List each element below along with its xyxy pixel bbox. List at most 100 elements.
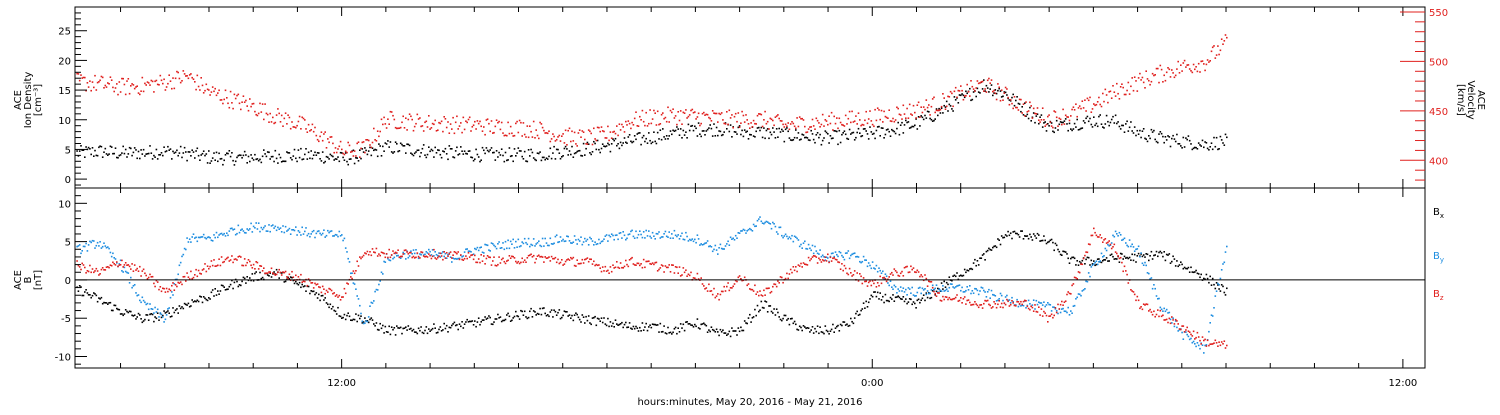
- bx-point: [956, 272, 958, 274]
- bz-point: [768, 287, 770, 289]
- velocity-point: [977, 82, 980, 85]
- velocity-point: [476, 120, 479, 122]
- velocity-point: [727, 123, 729, 126]
- velocity-point: [347, 141, 349, 144]
- velocity-point: [1151, 72, 1154, 75]
- density-point: [169, 148, 172, 150]
- bx-point: [1164, 259, 1167, 262]
- bx-point: [521, 310, 523, 313]
- by-point: [1027, 299, 1030, 302]
- by-point: [714, 244, 717, 247]
- by-point: [763, 222, 765, 225]
- density-point: [559, 157, 562, 160]
- bx-point: [683, 329, 686, 332]
- velocity-point: [896, 106, 898, 109]
- density-point: [839, 141, 842, 144]
- bx-point: [104, 302, 107, 304]
- bz-point: [717, 293, 719, 295]
- density-point: [540, 159, 543, 162]
- by-point: [696, 234, 699, 236]
- density-point: [819, 133, 821, 136]
- bx-point: [878, 298, 880, 300]
- bz-point: [498, 256, 500, 258]
- velocity-point: [934, 111, 936, 114]
- velocity-point: [692, 111, 695, 114]
- density-point: [311, 157, 314, 160]
- bz-point: [1180, 328, 1182, 331]
- velocity-point: [96, 81, 99, 84]
- velocity-point: [502, 132, 504, 134]
- by-point: [341, 234, 343, 236]
- bz-point: [295, 274, 297, 277]
- by-point: [905, 288, 907, 291]
- density-point: [809, 139, 811, 142]
- density-point: [696, 135, 699, 137]
- velocity-point: [1219, 49, 1222, 52]
- density-point: [1154, 138, 1156, 141]
- velocity-point: [792, 122, 795, 125]
- bz-point: [208, 267, 210, 270]
- velocity-point: [691, 108, 694, 111]
- density-point: [805, 136, 807, 139]
- velocity-point: [209, 94, 211, 96]
- density-point: [704, 134, 706, 136]
- density-point: [151, 158, 154, 160]
- bz-point: [229, 259, 232, 261]
- bz-point: [979, 304, 981, 306]
- by-point: [1062, 307, 1064, 310]
- density-point: [697, 122, 700, 124]
- bz-point: [440, 255, 443, 257]
- by-point: [998, 298, 1000, 300]
- density-point: [1203, 146, 1205, 149]
- by-point: [1219, 277, 1222, 280]
- bx-point: [338, 315, 341, 317]
- density-point: [1094, 124, 1096, 127]
- velocity-point: [517, 131, 520, 134]
- velocity-point: [449, 123, 452, 125]
- by-point: [554, 235, 557, 238]
- by-point: [843, 258, 846, 261]
- velocity-point: [302, 117, 305, 120]
- velocity-point: [231, 102, 233, 104]
- by-point: [191, 236, 193, 238]
- velocity-point: [766, 120, 769, 123]
- velocity-point: [653, 109, 655, 112]
- by-point: [830, 252, 833, 255]
- bx-point: [1220, 284, 1223, 286]
- by-point: [257, 222, 260, 224]
- density-point: [658, 138, 660, 140]
- velocity-point: [1058, 117, 1061, 120]
- density-point: [1150, 128, 1153, 131]
- velocity-point: [410, 115, 412, 118]
- density-point: [119, 154, 122, 156]
- by-point: [204, 236, 206, 239]
- bz-point: [1203, 339, 1205, 342]
- bx-point: [218, 293, 220, 295]
- bx-point: [788, 323, 791, 326]
- velocity-point: [191, 76, 193, 79]
- density-point: [937, 114, 939, 117]
- bz-point: [261, 270, 264, 272]
- by-point: [321, 232, 324, 235]
- density-point: [668, 135, 670, 137]
- bx-point: [153, 320, 155, 323]
- bz-point: [375, 247, 378, 250]
- bz-point: [1181, 325, 1183, 327]
- bz-point: [425, 255, 428, 258]
- by-point: [726, 243, 728, 245]
- by-point: [706, 240, 709, 242]
- velocity-point: [287, 114, 289, 116]
- density-point: [1013, 104, 1016, 107]
- density-point: [197, 154, 200, 157]
- by-point: [419, 253, 421, 255]
- velocity-point: [1008, 103, 1011, 106]
- by-point: [127, 272, 130, 274]
- by-point: [305, 227, 307, 229]
- bz-point: [151, 275, 154, 278]
- velocity-point: [1102, 92, 1104, 95]
- bx-point: [778, 316, 780, 318]
- velocity-point: [291, 121, 293, 123]
- by-point: [1209, 322, 1211, 324]
- bz-point: [1108, 240, 1110, 242]
- bz-point: [933, 290, 935, 293]
